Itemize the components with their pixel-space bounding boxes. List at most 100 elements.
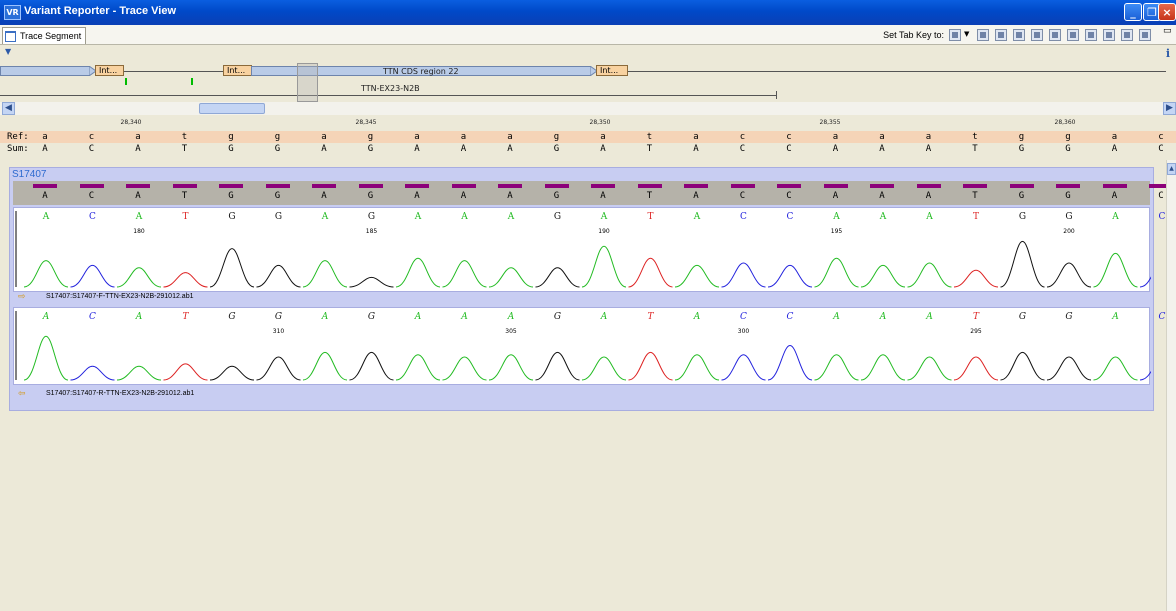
base-call[interactable]: A	[833, 212, 840, 222]
base-call[interactable]: A	[1112, 212, 1119, 222]
base-call[interactable]: G	[553, 312, 562, 322]
base-call[interactable]: A	[600, 212, 608, 222]
collapse-icon[interactable]: ▼	[5, 47, 12, 56]
consensus-bar	[498, 184, 522, 188]
base-call[interactable]: A	[1112, 312, 1119, 322]
base-call[interactable]: T	[182, 212, 189, 222]
base-call[interactable]: A	[414, 212, 422, 222]
base-call[interactable]: C	[1158, 212, 1166, 222]
base-call[interactable]: C	[89, 312, 96, 322]
variant-marker[interactable]	[191, 78, 193, 85]
nav-end-icon[interactable]	[1139, 29, 1151, 41]
ref-base: t	[972, 132, 978, 142]
base-call[interactable]: G	[1018, 312, 1027, 322]
close-button[interactable]: ×	[1158, 3, 1176, 21]
base-call[interactable]: A	[926, 312, 933, 322]
scroll-up-icon[interactable]: ▲	[1167, 163, 1176, 175]
chevron-down-icon[interactable]: ▼	[964, 30, 970, 38]
base-call[interactable]: A	[926, 212, 933, 222]
view-menu-icon[interactable]: ▭	[1163, 26, 1172, 36]
base-call[interactable]: A	[135, 212, 143, 222]
reverse-trace[interactable]: A C A T G G A G A A A G A T A C C A A A T G G A C 310 305 300 295	[13, 307, 1165, 385]
base-call[interactable]: G	[1065, 312, 1073, 322]
consensus-base: A	[42, 191, 48, 201]
minimize-button[interactable]: _	[1124, 3, 1142, 21]
base-call[interactable]: A	[321, 212, 329, 222]
base-call[interactable]: T	[972, 312, 980, 322]
base-call[interactable]: A	[879, 312, 887, 322]
consensus-bar	[1102, 184, 1127, 188]
sum-base: A	[321, 144, 327, 154]
base-call[interactable]: A	[42, 212, 50, 222]
base-call[interactable]: G	[274, 212, 283, 222]
nav-up-icon[interactable]	[1067, 29, 1079, 41]
base-call[interactable]: G	[1065, 212, 1073, 222]
base-call[interactable]: G	[1018, 212, 1027, 222]
base-call[interactable]: A	[879, 212, 887, 222]
base-call[interactable]: G	[553, 212, 562, 222]
grid-view-icon[interactable]	[977, 29, 989, 41]
base-call[interactable]: A	[461, 312, 468, 322]
bar-view-icon[interactable]	[995, 29, 1007, 41]
base-call[interactable]: C	[786, 312, 794, 322]
base-call[interactable]: G	[228, 212, 236, 222]
base-call[interactable]: A	[414, 312, 422, 322]
sum-base: A	[507, 144, 513, 154]
trace-peak	[302, 351, 348, 381]
base-call[interactable]: A	[693, 212, 701, 222]
horizontal-scrollbar[interactable]: ◀ ▶	[0, 102, 1176, 115]
tab-label: Trace Segment	[20, 31, 82, 41]
base-call[interactable]: T	[647, 312, 654, 322]
base-call[interactable]: C	[1158, 312, 1166, 322]
base-call[interactable]: C	[786, 212, 794, 222]
viewport-window[interactable]	[297, 63, 318, 102]
nav-down-icon[interactable]	[1085, 29, 1097, 41]
base-call[interactable]: T	[182, 312, 189, 322]
nav-prev-icon[interactable]	[1049, 29, 1061, 41]
sum-base: A	[832, 144, 839, 154]
cds-region-bar[interactable]	[251, 66, 591, 76]
base-call[interactable]: G	[228, 312, 236, 322]
info-icon[interactable]: i	[1165, 47, 1170, 60]
base-call[interactable]: A	[321, 312, 329, 322]
tab-bar: Trace Segment Set Tab Key to: ▼ ▭	[0, 25, 1176, 45]
base-call[interactable]: A	[461, 212, 468, 222]
base-call[interactable]: G	[367, 212, 376, 222]
trace-peak	[907, 262, 952, 288]
base-call[interactable]: A	[693, 312, 701, 322]
forward-trace[interactable]: A C A T G G A G A A A G A T A C C A A A T G G A C 180 185 190 195 200	[13, 207, 1165, 292]
scroll-left-icon[interactable]: ◀	[2, 102, 15, 115]
nav-next-icon[interactable]	[1103, 29, 1115, 41]
base-call[interactable]: A	[135, 312, 143, 322]
tab-trace-segment[interactable]: Trace Segment	[2, 27, 87, 44]
base-call[interactable]: G	[274, 312, 283, 322]
base-call[interactable]: A	[833, 312, 840, 322]
zoom-fit-icon[interactable]	[1013, 29, 1025, 41]
base-call[interactable]: A	[42, 312, 50, 322]
ref-base: a	[42, 132, 48, 142]
base-call[interactable]: A	[600, 312, 608, 322]
nav-last-icon[interactable]	[1121, 29, 1133, 41]
base-call[interactable]: C	[89, 212, 96, 222]
sum-base: A	[925, 144, 932, 154]
consensus-base: C	[739, 191, 746, 201]
base-call[interactable]: G	[367, 312, 376, 322]
variant-marker[interactable]	[125, 78, 127, 85]
base-call[interactable]: T	[972, 212, 980, 222]
base-call[interactable]: T	[647, 212, 654, 222]
base-call[interactable]: A	[507, 312, 515, 322]
base-call[interactable]: C	[740, 312, 747, 322]
scroll-right-icon[interactable]: ▶	[1163, 102, 1176, 115]
scroll-thumb[interactable]	[199, 103, 265, 114]
trace-peak	[1046, 262, 1092, 288]
ref-base: a	[879, 132, 885, 142]
tab-key-select-icon[interactable]	[949, 29, 961, 41]
consensus-base: A	[925, 191, 932, 201]
trace-peak	[953, 356, 999, 381]
base-call[interactable]: C	[740, 212, 747, 222]
base-call[interactable]: A	[507, 212, 515, 222]
sample-name[interactable]: S17407	[12, 169, 47, 180]
vertical-scrollbar[interactable]: ▲	[1166, 160, 1176, 611]
chromatogram	[15, 311, 1151, 381]
nav-first-icon[interactable]	[1031, 29, 1043, 41]
